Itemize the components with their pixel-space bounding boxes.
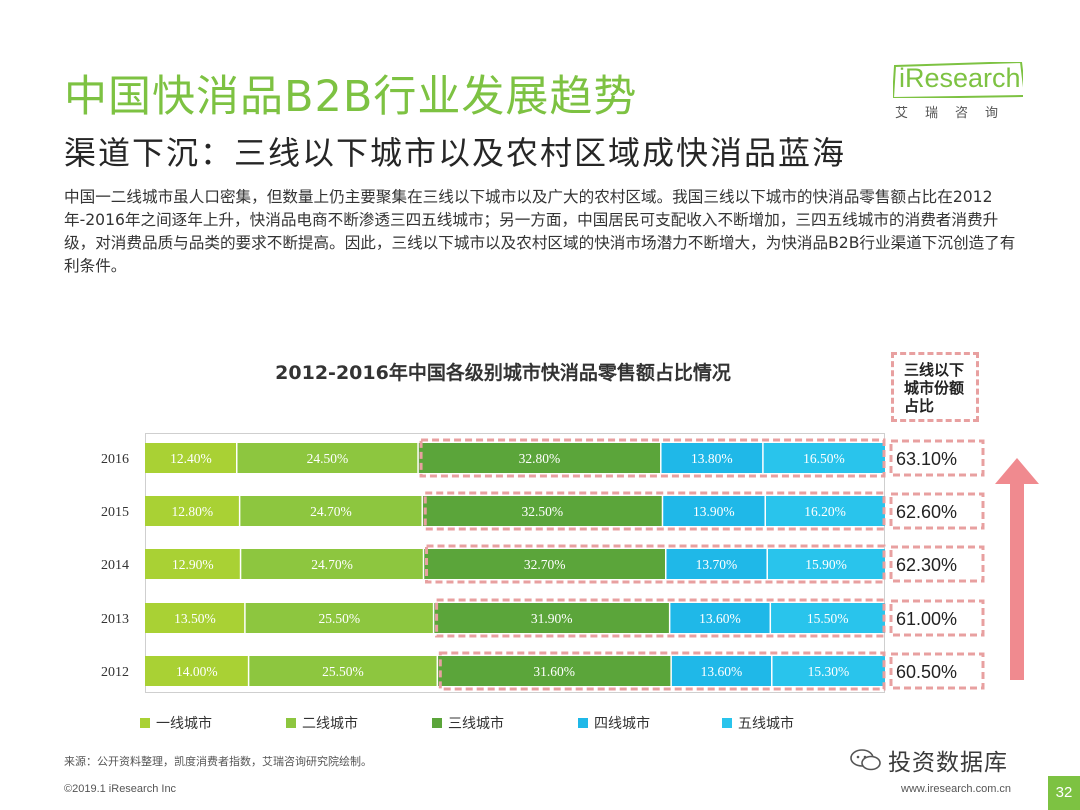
bar-data-label: 25.50% bbox=[322, 664, 364, 679]
bar-data-label: 32.50% bbox=[522, 504, 564, 519]
share-value: 61.00% bbox=[896, 609, 957, 629]
share-box bbox=[889, 492, 985, 530]
share-box bbox=[889, 599, 985, 637]
bar-data-label: 16.50% bbox=[803, 451, 845, 466]
website-link[interactable]: www.iresearch.com.cn bbox=[901, 783, 1012, 795]
bar-segment bbox=[671, 656, 772, 686]
bar-segment bbox=[669, 603, 771, 633]
bar-data-label: 24.70% bbox=[310, 504, 352, 519]
bar-segment bbox=[248, 656, 438, 686]
bar-data-label: 13.50% bbox=[174, 611, 216, 626]
bar-segment bbox=[145, 603, 245, 633]
bar-segment bbox=[145, 656, 249, 686]
bar-segment bbox=[423, 549, 666, 579]
year-label: 2012 bbox=[101, 665, 129, 680]
bar-segment bbox=[660, 443, 763, 473]
legend-label: 四线城市 bbox=[594, 715, 650, 732]
page-subtitle: 渠道下沉：三线以下城市以及农村区域成快消品蓝海 bbox=[64, 134, 847, 172]
share-value: 62.60% bbox=[896, 502, 957, 522]
chart-title: 2012-2016年中国各级别城市快消品零售额占比情况 bbox=[275, 362, 731, 384]
bar-data-label: 12.40% bbox=[170, 451, 212, 466]
year-label: 2014 bbox=[101, 558, 129, 573]
legend-swatch bbox=[140, 718, 150, 728]
share-box bbox=[889, 652, 985, 690]
source-note: 来源：公开资料整理，凯度消费者指数，艾瑞咨询研究院绘制。 bbox=[64, 755, 372, 768]
bar-data-label: 13.90% bbox=[693, 504, 735, 519]
bar-data-label: 32.80% bbox=[519, 451, 561, 466]
share-value: 60.50% bbox=[896, 662, 957, 682]
logo-badge-icon bbox=[893, 62, 1023, 98]
bar-data-label: 24.70% bbox=[311, 557, 353, 572]
legend-swatch bbox=[578, 718, 588, 728]
share-box bbox=[889, 439, 985, 477]
bar-data-label: 15.90% bbox=[805, 557, 847, 572]
bar-segment bbox=[665, 549, 768, 579]
bar-data-label: 12.80% bbox=[172, 504, 214, 519]
legend-label: 一线城市 bbox=[156, 715, 212, 732]
share-box bbox=[889, 545, 985, 583]
bar-data-label: 15.50% bbox=[807, 611, 849, 626]
bar-segment bbox=[418, 443, 661, 473]
tier3-5-highlight bbox=[438, 651, 886, 691]
wechat-icon bbox=[850, 749, 881, 771]
legend-label: 五线城市 bbox=[738, 715, 794, 732]
legend-swatch bbox=[286, 718, 296, 728]
bar-segment bbox=[437, 656, 672, 686]
bar-data-label: 25.50% bbox=[318, 611, 360, 626]
tier3-5-highlight bbox=[435, 598, 886, 638]
bar-segment bbox=[433, 603, 670, 633]
page-number: 32 bbox=[1048, 776, 1080, 810]
bar-data-label: 13.80% bbox=[691, 451, 733, 466]
year-label: 2016 bbox=[101, 452, 129, 467]
watermark-text: 投资数据库 bbox=[888, 750, 1008, 776]
bar-data-label: 13.60% bbox=[699, 611, 741, 626]
tier3-5-highlight bbox=[423, 491, 886, 531]
legend-label: 三线城市 bbox=[448, 715, 504, 732]
logo-text: iResearch bbox=[899, 63, 1021, 93]
bar-data-label: 24.50% bbox=[307, 451, 349, 466]
bar-data-label: 13.70% bbox=[696, 557, 738, 572]
bar-data-label: 32.70% bbox=[524, 557, 566, 572]
bar-segment bbox=[767, 549, 885, 579]
logo-chinese: 艾瑞咨询 bbox=[895, 106, 1016, 121]
bar-segment bbox=[244, 603, 434, 633]
trend-arrow-shaft bbox=[1010, 482, 1024, 680]
share-header-box: 三线以下城市份额占比 bbox=[891, 352, 979, 422]
tier3-5-highlight bbox=[419, 438, 886, 478]
bar-segment bbox=[771, 656, 885, 686]
bar-segment bbox=[145, 549, 241, 579]
bar-segment bbox=[662, 496, 766, 526]
bar-segment bbox=[145, 496, 240, 526]
bar-data-label: 12.90% bbox=[172, 557, 214, 572]
bar-segment bbox=[765, 496, 885, 526]
page-title: 中国快消品B2B行业发展趋势 bbox=[64, 72, 638, 122]
bar-segment bbox=[422, 496, 663, 526]
bar-segment bbox=[239, 496, 423, 526]
bar-data-label: 14.00% bbox=[176, 664, 218, 679]
legend-swatch bbox=[432, 718, 442, 728]
year-label: 2015 bbox=[101, 505, 129, 520]
iresearch-logo: iResearch 艾瑞咨询 bbox=[893, 62, 1028, 122]
bar-segment bbox=[240, 549, 424, 579]
year-label: 2013 bbox=[101, 612, 129, 627]
bar-segment bbox=[770, 603, 885, 633]
share-value: 62.30% bbox=[896, 555, 957, 575]
bar-segment bbox=[762, 443, 885, 473]
legend-swatch bbox=[722, 718, 732, 728]
bar-data-label: 15.30% bbox=[808, 664, 850, 679]
share-value: 63.10% bbox=[896, 449, 957, 469]
copyright: ©2019.1 iResearch Inc bbox=[64, 783, 177, 795]
legend-label: 二线城市 bbox=[302, 715, 358, 732]
bar-data-label: 16.20% bbox=[804, 504, 846, 519]
bar-data-label: 31.90% bbox=[531, 611, 573, 626]
bar-segment bbox=[236, 443, 419, 473]
intro-paragraph: 中国一二线城市虽人口密集，但数量上仍主要聚集在三线以下城市以及广大的农村区域。我… bbox=[64, 188, 1016, 275]
trend-arrow-head bbox=[995, 458, 1039, 484]
bar-segment bbox=[145, 443, 237, 473]
bar-data-label: 31.60% bbox=[533, 664, 575, 679]
bar-data-label: 13.60% bbox=[701, 664, 743, 679]
tier3-5-highlight bbox=[425, 544, 886, 584]
